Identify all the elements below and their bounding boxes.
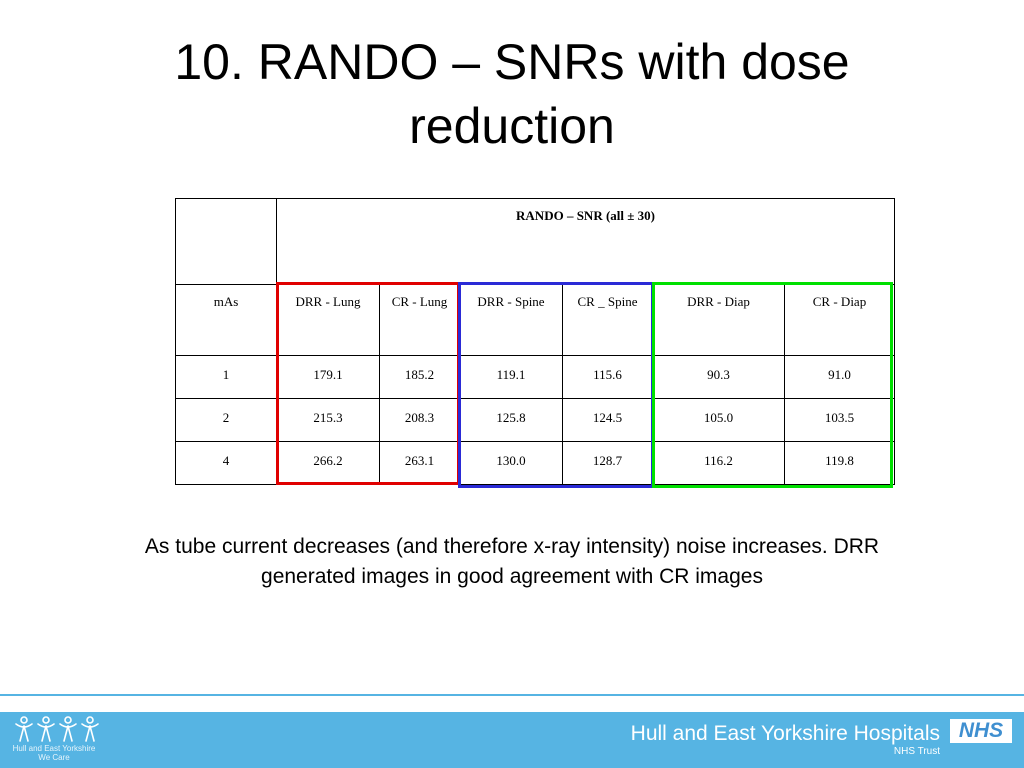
table-row: 1 179.1 185.2 119.1 115.6 90.3 91.0 [175,355,895,399]
table-cell: 119.8 [784,441,895,485]
slide-title-line-1: 10. RANDO – SNRs with dose [174,34,850,90]
column-header-drr-spine: DRR - Spine [459,284,563,356]
nhs-logo: NHS [950,719,1012,743]
table-cell: 91.0 [784,355,895,399]
table-cell: 179.1 [276,355,380,399]
column-header-drr-lung: DRR - Lung [276,284,380,356]
table-cell: 128.7 [562,441,653,485]
snr-table-container: RANDO – SNR (all ± 30) mAs DRR - Lung CR… [175,198,895,488]
table-column-header-row: mAs DRR - Lung CR - Lung DRR - Spine CR … [175,284,895,356]
column-header-cr-diap: CR - Diap [784,284,895,356]
slide-title-line-2: reduction [409,98,615,154]
trust-emblem-logo: Hull and East Yorkshire We Care [6,714,106,766]
table-cell: 116.2 [652,441,785,485]
table-cell: 185.2 [379,355,460,399]
column-header-cr-lung: CR - Lung [379,284,460,356]
table-cell: 119.1 [459,355,563,399]
table-cell: 266.2 [276,441,380,485]
table-cell: 90.3 [652,355,785,399]
table-cell: 125.8 [459,398,563,442]
table-row: 2 215.3 208.3 125.8 124.5 105.0 103.5 [175,398,895,442]
table-cell: 263.1 [379,441,460,485]
table-cell-mas: 4 [175,441,277,485]
logo-text: Hull and East Yorkshire [12,744,96,753]
table-cell: 115.6 [562,355,653,399]
slide-title: 10. RANDO – SNRs with dose reduction [0,30,1024,158]
figures-icon [15,716,99,742]
table-row: 4 266.2 263.1 130.0 128.7 116.2 119.8 [175,441,895,485]
table-cell: 124.5 [562,398,653,442]
column-header-drr-diap: DRR - Diap [652,284,785,356]
table-cell: 130.0 [459,441,563,485]
table-cell: 105.0 [652,398,785,442]
column-header-cr-spine: CR _ Spine [562,284,653,356]
table-cell: 208.3 [379,398,460,442]
column-header-mas: mAs [175,284,277,356]
org-name-text: Hull and East Yorkshire Hospitals [630,722,940,745]
footer-divider [0,694,1024,696]
table-cell: 103.5 [784,398,895,442]
table-cell-mas: 2 [175,398,277,442]
organization-name: Hull and East Yorkshire Hospitals NHS Tr… [631,722,940,758]
table-corner-cell [175,198,277,285]
snr-table: RANDO – SNR (all ± 30) mAs DRR - Lung CR… [175,198,895,485]
org-sub-text: NHS Trust [893,746,940,757]
table-cell: 215.3 [276,398,380,442]
footer-bar: Hull and East Yorkshire We Care Hull and… [0,712,1024,768]
table-cell-mas: 1 [175,355,277,399]
slide-caption: As tube current decreases (and therefore… [144,535,880,588]
table-header-row: RANDO – SNR (all ± 30) [175,198,895,285]
table-group-header: RANDO – SNR (all ± 30) [276,198,895,285]
logo-subtext: We Care [38,753,70,762]
